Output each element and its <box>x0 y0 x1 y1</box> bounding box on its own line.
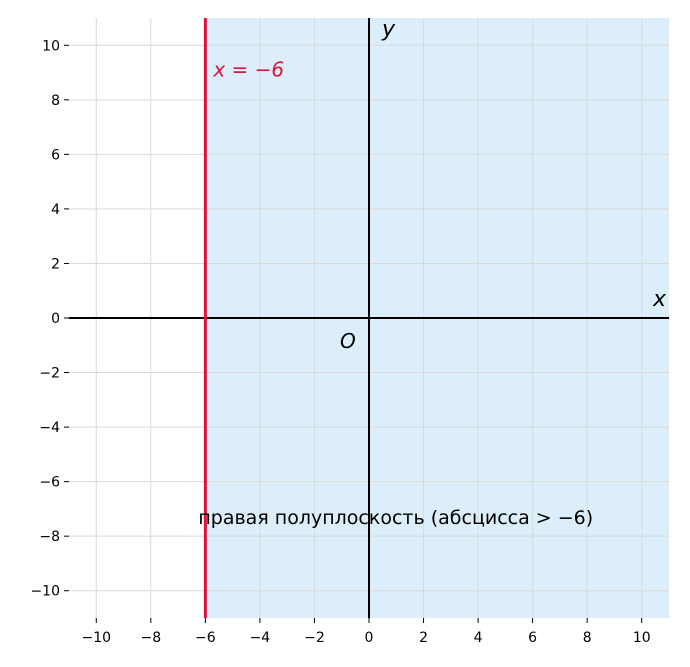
x-axis-label: x <box>652 287 667 312</box>
x-tick-label: −8 <box>140 630 161 646</box>
x-tick-label: 0 <box>365 630 374 646</box>
shaded-region-label: правая полуплоскость (абсцисса > −6) <box>198 507 593 529</box>
x-tick-label: 2 <box>419 630 428 646</box>
x-tick-label: 10 <box>633 630 651 646</box>
ticks: −10 −8 −6 −4 −2 0 2 4 6 8 10 −10 −8 −6 −4 −2 0 2 4 6 8 10 <box>30 38 650 646</box>
boundary-line-label: x = −6 <box>212 58 284 82</box>
y-tick-label: 8 <box>51 93 60 109</box>
y-tick-label: 10 <box>42 38 60 54</box>
x-tick-label: −10 <box>81 630 111 646</box>
y-tick-label: 0 <box>51 311 60 327</box>
y-tick-label: 4 <box>51 202 60 218</box>
y-tick-label: −2 <box>39 366 60 382</box>
y-axis-label: y <box>381 17 396 42</box>
y-tick-label: −10 <box>30 584 60 600</box>
x-tick-label: 6 <box>528 630 537 646</box>
y-tick-label: −6 <box>39 475 60 491</box>
x-tick-label: 4 <box>474 630 483 646</box>
labels: x y O x = −6 правая полуплоскость (абсци… <box>198 17 667 529</box>
x-tick-label: −4 <box>250 630 271 646</box>
axes <box>69 18 669 618</box>
x-tick-label: −6 <box>195 630 216 646</box>
x-tick-label: 8 <box>583 630 592 646</box>
x-tick-label: −2 <box>304 630 325 646</box>
y-tick-label: 2 <box>51 256 60 272</box>
origin-label: O <box>340 329 356 353</box>
y-tick-label: −8 <box>39 529 60 545</box>
y-tick-label: −4 <box>39 420 60 436</box>
y-tick-label: 6 <box>51 147 60 163</box>
